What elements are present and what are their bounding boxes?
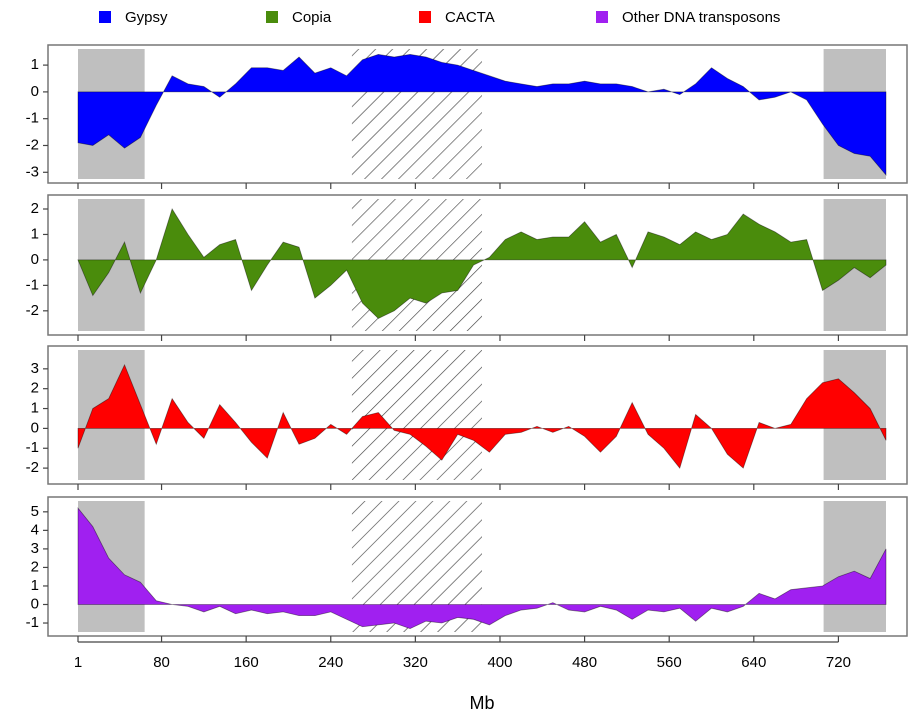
x-tick-label: 720	[826, 654, 851, 671]
panel-frame	[47, 194, 908, 336]
legend-swatch	[419, 11, 431, 23]
y-tick-label: -1	[26, 439, 39, 456]
x-tick-label: 640	[741, 654, 766, 671]
y-tick-label: 0	[31, 595, 39, 612]
y-tick-label: 1	[31, 225, 39, 242]
y-tick-label: 2	[31, 380, 39, 397]
y-tick-label: 4	[31, 521, 39, 538]
y-tick-label: -3	[26, 163, 39, 180]
area	[77, 506, 887, 630]
x-tick-label: 160	[234, 654, 259, 671]
legend-label: Copia	[292, 9, 332, 26]
y-tick-label: 0	[31, 251, 39, 268]
panel-frame	[47, 345, 908, 485]
y-tick-label: -2	[26, 302, 39, 319]
x-tick-label: 1	[74, 654, 82, 671]
x-tick-label: 560	[657, 654, 682, 671]
legend-label: Other DNA transposons	[622, 9, 780, 26]
legend-swatch	[99, 11, 111, 23]
y-tick-label: -1	[26, 614, 39, 631]
legend-swatch	[596, 11, 608, 23]
x-tick-label: 400	[487, 654, 512, 671]
x-tick-label: 320	[403, 654, 428, 671]
y-tick-label: -2	[26, 136, 39, 153]
y-tick-label: 0	[31, 419, 39, 436]
legend-label: CACTA	[445, 9, 495, 26]
y-tick-label: -1	[26, 276, 39, 293]
y-tick-label: 1	[31, 577, 39, 594]
y-tick-label: 3	[31, 540, 39, 557]
panel-frame	[47, 44, 908, 184]
y-tick-label: 0	[31, 83, 39, 100]
y-tick-label: 5	[31, 503, 39, 520]
x-axis-title: Mb	[469, 693, 494, 713]
shaded-region	[823, 501, 886, 632]
y-tick-label: -2	[26, 459, 39, 476]
y-tick-label: 3	[31, 360, 39, 377]
y-tick-label: 2	[31, 558, 39, 575]
legend-label: Gypsy	[125, 9, 168, 26]
y-tick-label: 2	[31, 200, 39, 217]
panel-frame	[47, 496, 908, 637]
y-tick-label: 1	[31, 400, 39, 417]
y-tick-label: 1	[31, 56, 39, 73]
area	[77, 53, 887, 177]
y-tick-label: -1	[26, 110, 39, 127]
x-tick-label: 480	[572, 654, 597, 671]
legend-swatch	[266, 11, 278, 23]
area	[77, 208, 887, 319]
area	[77, 363, 887, 469]
x-tick-label: 80	[153, 654, 170, 671]
x-tick-label: 240	[318, 654, 343, 671]
